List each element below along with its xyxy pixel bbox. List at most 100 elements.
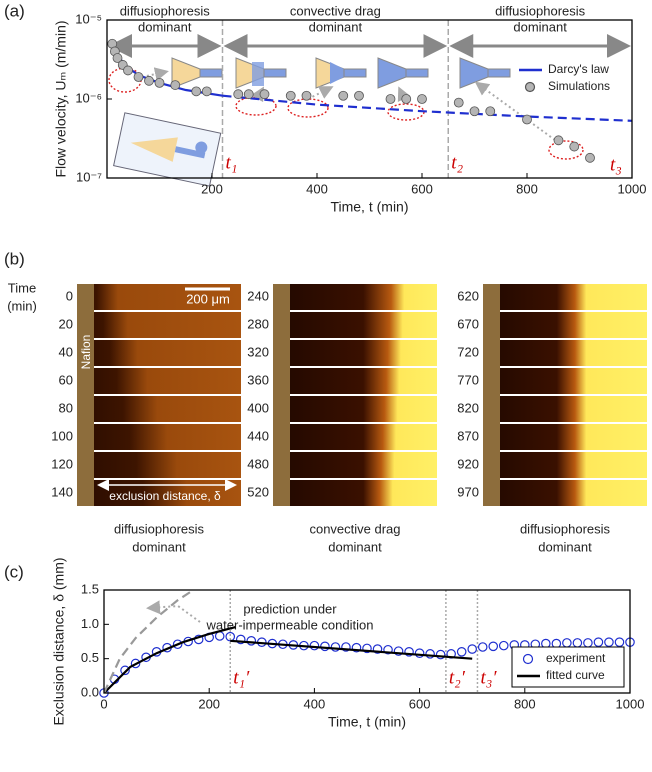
micrograph-row (483, 312, 647, 338)
micrograph-row (273, 368, 437, 394)
data-point (243, 89, 254, 100)
micrograph-row (273, 480, 437, 506)
data-point (485, 106, 496, 117)
time-label: 320 (247, 344, 269, 359)
y-tick-label: 10⁻⁷ (76, 169, 102, 184)
data-point (120, 665, 130, 676)
data-point (385, 94, 396, 104)
panel-label: (c) (4, 562, 24, 581)
boundary-label: t₃ (610, 154, 622, 175)
data-point (233, 89, 244, 100)
time-label: 820 (457, 400, 479, 415)
x-tick-label: 400 (304, 696, 326, 711)
data-point (488, 641, 499, 652)
legend-label: fitted curve (546, 668, 605, 682)
data-line (104, 626, 473, 693)
data-point (170, 80, 181, 90)
data-point (301, 90, 312, 101)
data-point (453, 97, 464, 108)
data-point (404, 646, 414, 657)
panel-label: (a) (4, 1, 25, 20)
y-tick-label: 1.5 (81, 581, 99, 596)
caption: diffusiophoresis (114, 521, 205, 536)
data-point (593, 637, 604, 647)
time-label: 240 (247, 288, 269, 303)
x-tick-label: 600 (409, 696, 431, 711)
scale-bar-label: 200 μm (186, 291, 230, 306)
data-point (417, 94, 427, 104)
micrograph-row (483, 424, 647, 450)
annotation: water-impermeable condition (206, 617, 374, 632)
time-label: 0 (66, 288, 73, 303)
micrograph-row (483, 340, 647, 366)
caption: dominant (132, 539, 186, 554)
data-point (201, 86, 212, 97)
legend-symbol (522, 653, 534, 665)
time-label: 920 (457, 456, 479, 471)
micrograph-row (77, 452, 241, 478)
data-point (477, 642, 488, 652)
data-point (425, 649, 435, 659)
plot-frame (103, 589, 631, 694)
x-tick-label: 800 (514, 696, 536, 711)
y-tick-label: 10⁻⁵ (75, 11, 102, 26)
x-tick-label: 600 (411, 181, 433, 196)
boundary-label: t₂′ (449, 667, 466, 688)
time-label: 60 (59, 372, 73, 387)
data-point (383, 644, 393, 655)
regime-label: diffusiophoresis (495, 3, 586, 18)
data-point (123, 65, 133, 76)
time-label: 770 (457, 372, 479, 387)
boundary-label: t₃′ (480, 667, 497, 688)
data-point (133, 72, 144, 82)
data-point (467, 644, 477, 654)
time-label: 870 (457, 428, 479, 443)
data-point (285, 90, 296, 101)
time-label: 360 (247, 372, 269, 387)
legend-label: experiment (546, 651, 606, 665)
data-point (372, 644, 383, 654)
data-point (354, 90, 364, 101)
y-tick-label: 0.0 (81, 684, 99, 699)
y-tick-label: 0.5 (81, 650, 99, 665)
data-point (362, 643, 372, 654)
regime-label: convective drag (290, 3, 381, 18)
exclusion-label: exclusion distance, δ (109, 489, 221, 503)
caption: dominant (328, 539, 382, 554)
micrograph-row (273, 284, 437, 310)
micrograph-row (483, 368, 647, 394)
micrograph-row (483, 284, 647, 310)
legend-symbol (524, 81, 536, 93)
data-point (154, 77, 165, 88)
data-point (341, 642, 351, 652)
data-point (144, 75, 154, 86)
micrograph-row (77, 424, 241, 450)
micrograph-row (77, 368, 241, 394)
x-tick-label: 800 (516, 181, 538, 196)
data-point (246, 636, 257, 646)
x-tick-label: 200 (198, 696, 220, 711)
caption: diffusiophoresis (520, 521, 611, 536)
nafion-strip (483, 284, 500, 506)
data-point (583, 638, 593, 648)
time-label: 120 (51, 456, 73, 471)
micrograph-row (273, 396, 437, 422)
time-label: 670 (457, 316, 479, 331)
legend-box (511, 646, 625, 688)
time-label: 440 (247, 428, 269, 443)
time-label: 620 (457, 288, 479, 303)
micrograph-row (77, 312, 241, 338)
micrograph-row (273, 312, 437, 338)
micrograph-row (483, 480, 647, 506)
data-point (191, 86, 202, 97)
time-label: 480 (247, 456, 269, 471)
nafion-strip (77, 284, 94, 506)
data-point (351, 642, 362, 653)
x-tick-label: 400 (306, 181, 328, 196)
caption: dominant (538, 539, 592, 554)
data-point (614, 637, 625, 647)
data-point (604, 637, 614, 647)
data-point (401, 94, 412, 104)
nafion-strip (273, 284, 290, 506)
